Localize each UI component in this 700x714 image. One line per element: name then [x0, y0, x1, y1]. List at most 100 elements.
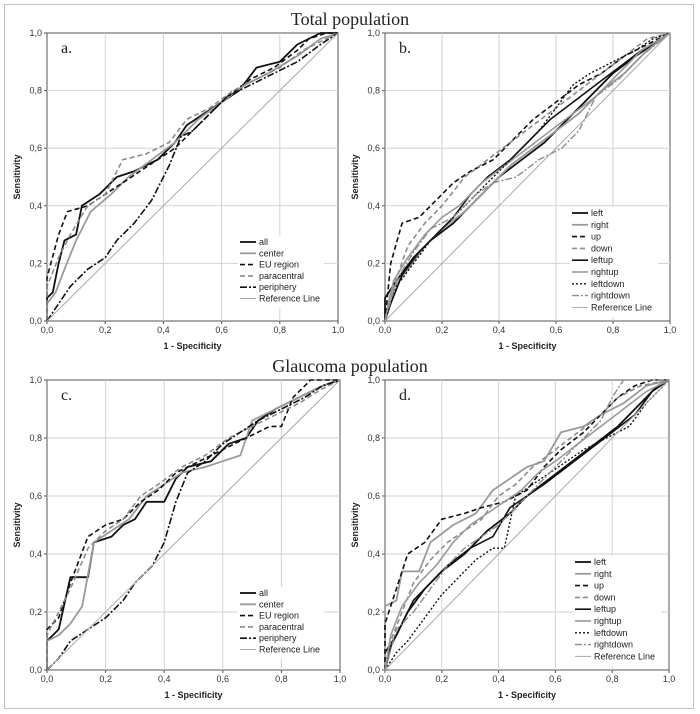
panel-label: d. [399, 387, 411, 404]
legend-box [573, 556, 661, 667]
y-tick-label: 1,0 [29, 28, 42, 38]
x-tick-label: 0,8 [607, 325, 620, 335]
legend-label: leftup [594, 604, 616, 614]
series-line-center [46, 32, 339, 321]
series-line-reference-line [384, 379, 670, 671]
legend-label: Reference Line [594, 651, 655, 661]
series-line-eu-region [46, 379, 340, 670]
y-axis-label: Sensitivity [350, 154, 360, 199]
series-line-left [384, 32, 671, 321]
y-tick-label: 1,0 [367, 28, 380, 38]
series-line-rightdown [384, 379, 669, 671]
legend-label: center [259, 248, 284, 258]
legend-label: rightup [594, 616, 622, 626]
x-tick-label: 0,8 [275, 674, 288, 684]
series-line-up [384, 379, 669, 670]
panels: 0,00,00,20,20,40,40,60,60,80,81,01,01 - … [12, 28, 676, 700]
x-tick-label: 0,6 [550, 325, 563, 335]
y-tick-label: 0,2 [29, 607, 42, 617]
y-tick-label: 0,0 [29, 665, 42, 675]
legend-label: rightup [591, 267, 619, 277]
y-tick-label: 0,8 [29, 86, 42, 96]
legend-label: leftup [591, 255, 613, 265]
series-line-paracentral [46, 379, 341, 670]
panel-label: b. [399, 40, 411, 57]
x-tick-label: 1,0 [334, 674, 347, 684]
y-tick-label: 0,0 [367, 316, 380, 326]
section-title-total: Total population [291, 9, 409, 29]
legend-box [570, 207, 658, 318]
figure-frame [4, 4, 694, 709]
series-line-eu-region [46, 32, 338, 321]
legend-label: periphery [259, 633, 297, 643]
series-line-center [46, 379, 341, 670]
y-axis-label: Sensitivity [350, 502, 360, 547]
x-tick-label: 0,6 [217, 674, 230, 684]
y-tick-label: 1,0 [29, 375, 42, 385]
legend-label: rightdown [591, 291, 630, 301]
x-tick-label: 0,0 [41, 674, 54, 684]
x-tick-label: 0,0 [379, 674, 392, 684]
legend-label: periphery [259, 282, 297, 292]
legend-label: left [591, 208, 604, 218]
chart-panel-3: 0,00,0 0,2 0,2 0,4 0,4 0,6 0,6 0,8 0,8 1,0 1,0 1 - … [350, 375, 675, 700]
x-tick-label: 0,0 [41, 325, 54, 335]
panel-label: c. [61, 387, 72, 404]
x-tick-label: 0,4 [158, 674, 171, 684]
series-line-leftdown [384, 379, 670, 671]
series-line-leftup [384, 32, 671, 322]
x-tick-label: 0,0 [379, 325, 392, 335]
series-line-paracentral [46, 32, 339, 321]
legend-label: up [591, 232, 601, 242]
x-tick-label: 1,0 [332, 325, 345, 335]
x-tick-label: 0,2 [99, 674, 112, 684]
series-line-up [384, 32, 671, 322]
series-line-periphery [46, 32, 339, 322]
series-line-rightdown [384, 32, 671, 322]
legend-label: leftdown [591, 279, 625, 289]
series-line-down [384, 32, 671, 322]
legend-label: left [594, 557, 607, 567]
legend-label: right [591, 220, 609, 230]
y-tick-label: 0,2 [367, 607, 380, 617]
y-tick-label: 0,8 [367, 433, 380, 443]
legend: leftrightupdownleftuprightupleftdownrigh… [573, 556, 661, 667]
x-tick-label: 0,4 [493, 325, 506, 335]
legend-label: all [259, 237, 268, 247]
legend-label: Reference Line [259, 294, 320, 304]
x-tick-label: 1,0 [664, 325, 677, 335]
legend-label: Reference Line [259, 645, 320, 655]
y-tick-label: 0,8 [29, 433, 42, 443]
legend-box [238, 587, 324, 659]
y-tick-label: 0,4 [29, 549, 42, 559]
x-axis-label: 1 - Specificity [163, 341, 221, 351]
x-tick-label: 0,8 [274, 325, 287, 335]
series-line-reference-line [384, 32, 671, 322]
series-line-rightup [384, 379, 670, 671]
series-line-rightup [384, 32, 671, 322]
chart-panel-0: 0,00,0 0,2 0,2 0,4 0,4 0,6 0,6 0,8 0,8 1,0 1,0 1 - … [12, 28, 344, 351]
y-tick-label: 0,4 [367, 201, 380, 211]
y-tick-label: 0,6 [367, 491, 380, 501]
y-tick-label: 0,4 [367, 549, 380, 559]
x-tick-label: 0,6 [215, 325, 228, 335]
legend-label: paracentral [259, 271, 304, 281]
x-tick-label: 0,8 [606, 674, 619, 684]
y-tick-label: 0,8 [367, 86, 380, 96]
y-tick-label: 1,0 [367, 375, 380, 385]
y-tick-label: 0,6 [367, 143, 380, 153]
y-tick-label: 0,2 [367, 258, 380, 268]
y-tick-label: 0,2 [29, 258, 42, 268]
y-tick-label: 0,6 [29, 491, 42, 501]
series-line-reference-line [46, 32, 339, 322]
panel-label: a. [61, 40, 72, 57]
series-line-leftup [384, 379, 670, 671]
legend-label: down [594, 592, 616, 602]
series-line-reference-line [46, 379, 341, 671]
legend-label: leftdown [594, 628, 628, 638]
x-tick-label: 0,6 [549, 674, 562, 684]
y-tick-label: 0,6 [29, 143, 42, 153]
